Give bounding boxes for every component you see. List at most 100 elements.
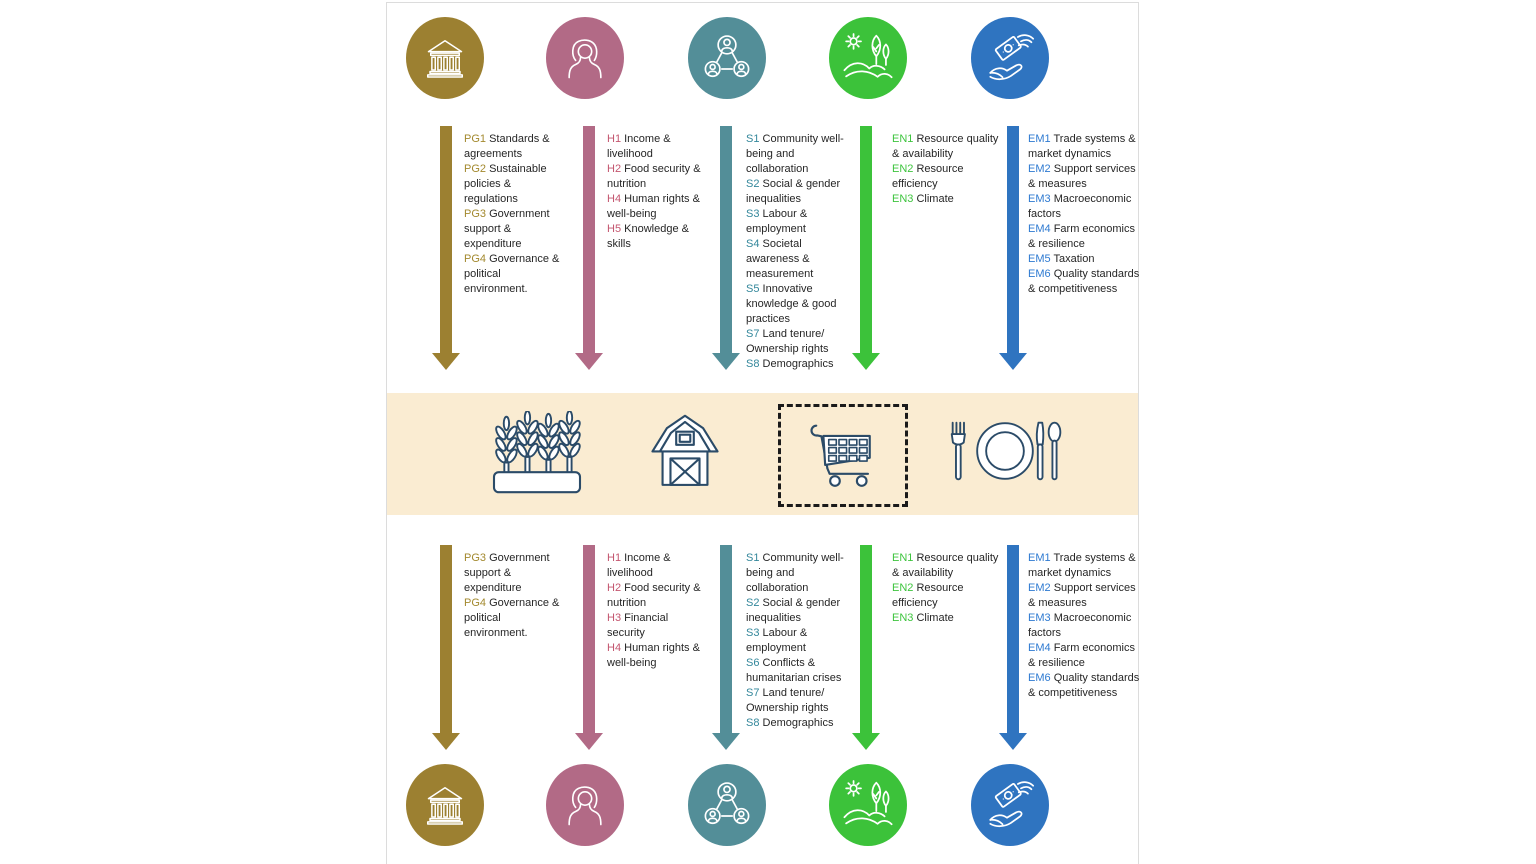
indicator-item: EM4 Farm economics & resilience [1028, 222, 1140, 252]
indicator-code: EM3 [1028, 193, 1051, 205]
indicator-item: H5 Knowledge & skills [607, 222, 703, 252]
indicator-code: S6 [746, 657, 760, 669]
indicator-label: Income & livelihood [607, 552, 671, 579]
indicator-item: PG4 Governance & political environment. [464, 596, 562, 641]
bottom-environment-indicators: EN1 Resource quality & availability EN2 … [892, 551, 1006, 626]
indicator-code: S5 [746, 283, 760, 295]
indicator-code: H4 [607, 193, 622, 205]
indicator-code: PG4 [464, 597, 487, 609]
indicator-item: H2 Food security & nutrition [607, 581, 703, 611]
indicator-item: S4 Societal awareness & measurement [746, 237, 850, 282]
indicator-label: Sustainable policies & regulations [464, 163, 547, 205]
indicator-label: Innovative knowledge & good practices [746, 283, 837, 325]
woman-glyph [559, 32, 611, 84]
indicator-code: EN3 [892, 193, 914, 205]
nature-glyph [840, 777, 896, 833]
indicator-item: H1 Income & livelihood [607, 132, 703, 162]
indicator-label: Resource quality & availability [892, 552, 999, 579]
indicator-label: Demographics [762, 358, 834, 370]
indicator-item: H1 Income & livelihood [607, 551, 703, 581]
indicator-item: EN3 Climate [892, 611, 1006, 626]
arrow-shaft [1007, 126, 1019, 353]
indicator-label: Standards & agreements [464, 133, 550, 160]
indicator-item: EM5 Taxation [1028, 252, 1140, 267]
indicator-code: PG3 [464, 552, 487, 564]
arrow-shaft [440, 126, 452, 353]
indicator-label: Trade systems & market dynamics [1028, 552, 1136, 579]
indicator-code: S1 [746, 133, 760, 145]
environment-flow-arrow-bottom [852, 545, 880, 750]
indicator-label: Resource efficiency [892, 163, 964, 190]
indicator-item: H4 Human rights & well-being [607, 641, 703, 671]
indicator-item: S8 Demographics [746, 357, 850, 372]
indicator-item: EM2 Support services & measures [1028, 581, 1140, 611]
indicator-code: S3 [746, 627, 760, 639]
indicator-code: H2 [607, 582, 622, 594]
indicator-label: Community well-being and collaboration [746, 552, 844, 594]
indicator-code: PG1 [464, 133, 487, 145]
community-network-icon [688, 764, 766, 846]
indicator-item: EM2 Support services & measures [1028, 162, 1140, 192]
indicator-item: EM1 Trade systems & market dynamics [1028, 132, 1140, 162]
indicator-item: PG2 Sustainable policies & regulations [464, 162, 562, 207]
indicator-label: Government support & expenditure [464, 552, 550, 594]
top-environment-indicators: EN1 Resource quality & availability EN2 … [892, 132, 1006, 207]
arrow-shaft [583, 545, 595, 733]
indicator-code: EM6 [1028, 268, 1051, 280]
indicator-code: H1 [607, 552, 622, 564]
arrow-shaft [440, 545, 452, 733]
indicator-label: Social & gender inequalities [746, 178, 841, 205]
indicator-label: Taxation [1053, 253, 1095, 265]
indicator-item: S1 Community well-being and collaboratio… [746, 551, 850, 596]
top-social-indicators: S1 Community well-being and collaboratio… [746, 132, 850, 372]
indicator-code: EM6 [1028, 672, 1051, 684]
indicator-label: Human rights & well-being [607, 193, 700, 220]
indicator-item: EN3 Climate [892, 192, 1006, 207]
indicator-label: Climate [916, 193, 954, 205]
indicator-item: H4 Human rights & well-being [607, 192, 703, 222]
indicator-item: S2 Social & gender inequalities [746, 596, 850, 626]
market-stage-highlight [778, 404, 908, 507]
indicator-item: H3 Financial security [607, 611, 703, 641]
payment-hand-icon [971, 764, 1049, 846]
indicator-code: PG3 [464, 208, 487, 220]
indicator-label: Macroeconomic factors [1028, 193, 1132, 220]
bottom-human-indicators: H1 Income & livelihood H2 Food security … [607, 551, 703, 671]
indicator-label: Knowledge & skills [607, 223, 689, 250]
indicator-code: EM4 [1028, 223, 1051, 235]
community-network-icon [688, 17, 766, 99]
arrow-head [575, 733, 603, 750]
indicator-code: H1 [607, 133, 622, 145]
woman-person-icon [546, 764, 624, 846]
indicator-code: S7 [746, 328, 760, 340]
indicator-label: Financial security [607, 612, 669, 639]
arrow-shaft [720, 545, 732, 733]
social-flow-arrow-top [712, 126, 740, 370]
wheat-field-icon [489, 411, 585, 497]
indicator-code: H2 [607, 163, 622, 175]
indicator-label: Climate [916, 612, 954, 624]
indicator-item: EM6 Quality standards & competitiveness [1028, 671, 1140, 701]
indicator-code: EM2 [1028, 163, 1051, 175]
indicator-item: S5 Innovative knowledge & good practices [746, 282, 850, 327]
indicator-code: H5 [607, 223, 622, 235]
indicator-item: EM4 Farm economics & resilience [1028, 641, 1140, 671]
indicator-code: S7 [746, 687, 760, 699]
economic-flow-arrow-top [999, 126, 1027, 370]
indicator-item: EN2 Resource efficiency [892, 581, 1006, 611]
indicator-item: EM6 Quality standards & competitiveness [1028, 267, 1140, 297]
network-glyph [700, 31, 754, 85]
indicator-code: EM4 [1028, 642, 1051, 654]
indicator-label: Labour & employment [746, 208, 808, 235]
economic-flow-arrow-bottom [999, 545, 1027, 750]
indicator-code: S8 [746, 358, 760, 370]
indicator-code: EN2 [892, 582, 914, 594]
arrow-head [432, 733, 460, 750]
payment-hand-icon [971, 17, 1049, 99]
indicator-code: PG2 [464, 163, 487, 175]
indicator-code: S2 [746, 597, 760, 609]
environment-flow-arrow-top [852, 126, 880, 370]
indicator-label: Labour & employment [746, 627, 808, 654]
indicator-code: EN1 [892, 552, 914, 564]
